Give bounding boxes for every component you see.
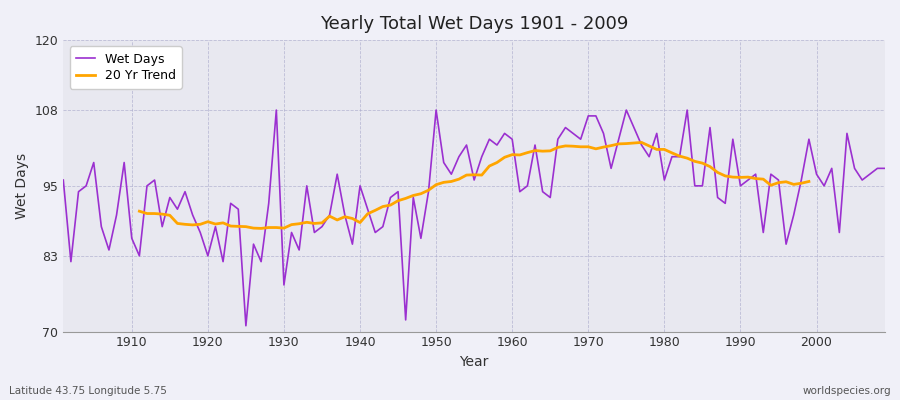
Wet Days	[240, 323, 251, 328]
Title: Yearly Total Wet Days 1901 - 2009: Yearly Total Wet Days 1901 - 2009	[320, 15, 628, 33]
Wet Days	[58, 178, 68, 182]
20 Yr Trend	[804, 179, 814, 184]
X-axis label: Year: Year	[460, 355, 489, 369]
Wet Days	[302, 184, 312, 188]
Wet Days	[613, 137, 624, 142]
Wet Days	[119, 160, 130, 165]
Wet Days	[271, 108, 282, 112]
Legend: Wet Days, 20 Yr Trend: Wet Days, 20 Yr Trend	[69, 46, 182, 89]
20 Yr Trend	[400, 196, 411, 201]
Wet Days	[347, 242, 358, 246]
Text: worldspecies.org: worldspecies.org	[803, 386, 891, 396]
20 Yr Trend	[218, 220, 229, 225]
Line: Wet Days: Wet Days	[63, 110, 885, 326]
Wet Days	[522, 184, 533, 188]
20 Yr Trend	[484, 164, 495, 168]
Line: 20 Yr Trend: 20 Yr Trend	[140, 142, 809, 228]
Text: Latitude 43.75 Longitude 5.75: Latitude 43.75 Longitude 5.75	[9, 386, 166, 396]
20 Yr Trend	[636, 140, 647, 145]
20 Yr Trend	[742, 175, 753, 180]
Wet Days	[879, 166, 890, 171]
20 Yr Trend	[256, 226, 266, 231]
20 Yr Trend	[278, 226, 289, 230]
Y-axis label: Wet Days: Wet Days	[15, 153, 29, 219]
Wet Days	[515, 189, 526, 194]
20 Yr Trend	[134, 209, 145, 214]
20 Yr Trend	[202, 219, 213, 224]
